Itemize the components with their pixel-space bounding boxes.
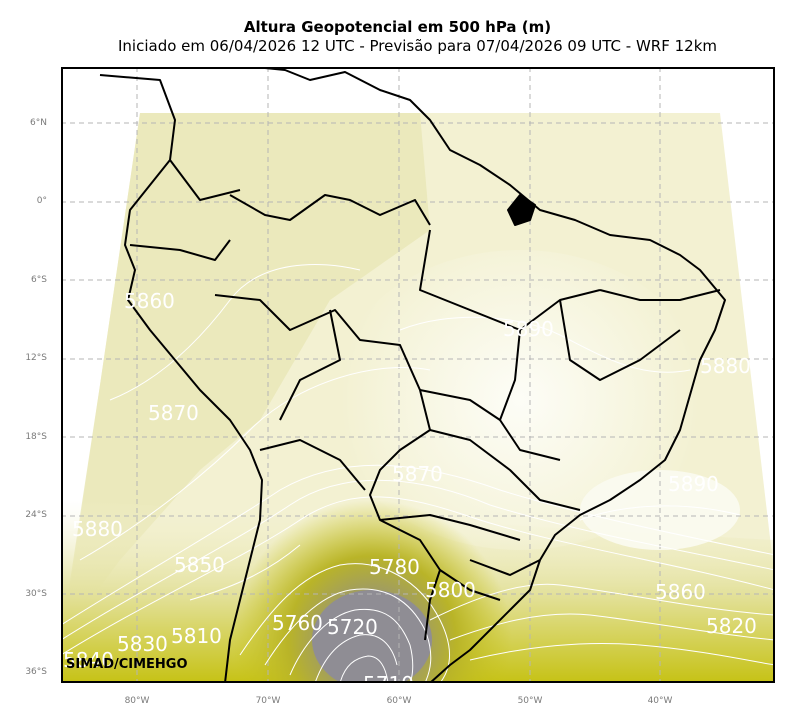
lat-label-6s: 6°S <box>31 275 47 285</box>
map-subtitle: Iniciado em 06/04/2026 12 UTC - Previsão… <box>117 37 718 55</box>
contour-labels: 5860 5870 5890 5880 5870 5890 5880 5850 … <box>63 289 757 683</box>
field-shading <box>63 113 773 681</box>
lon-label-50w: 50°W <box>517 696 543 706</box>
contour-label: 5810 <box>171 624 222 648</box>
contour-label: 5820 <box>706 614 757 638</box>
graticule <box>63 69 773 681</box>
contour-label: 5880 <box>72 517 123 541</box>
lat-label-18s: 18°S <box>25 432 47 442</box>
lat-label-36s: 36°S <box>25 667 47 677</box>
contour-label: 5880 <box>700 354 751 378</box>
lat-label-12s: 12°S <box>25 353 47 363</box>
contour-label: 5850 <box>174 553 225 577</box>
lat-label-30s: 30°S <box>25 589 47 599</box>
political-boundaries <box>99 69 726 681</box>
contour-label: 5870 <box>392 462 443 486</box>
contour-label: 5890 <box>503 317 554 341</box>
lat-label-24s: 24°S <box>25 510 47 520</box>
credit-label: SIMAD/CIMEHGO <box>66 657 188 672</box>
contour-label: 5780 <box>369 555 420 579</box>
lon-label-40w: 40°W <box>647 696 673 706</box>
contour-label: 5830 <box>117 632 168 656</box>
lat-label-6n: 6°N <box>30 118 47 128</box>
contour-label: 5800 <box>425 578 476 602</box>
map-title: Altura Geopotencial em 500 hPa (m) <box>243 18 552 36</box>
contour-label: 5870 <box>148 401 199 425</box>
contour-label: 5710 <box>363 672 414 683</box>
lon-label-80w: 80°W <box>124 696 150 706</box>
contour-lines <box>63 263 773 681</box>
contour-label: 5760 <box>272 611 323 635</box>
lon-label-60w: 60°W <box>386 696 412 706</box>
map-panel[interactable]: 5860 5870 5890 5880 5870 5890 5880 5850 … <box>61 67 775 683</box>
contour-label: 5720 <box>327 615 378 639</box>
lon-label-70w: 70°W <box>255 696 281 706</box>
contour-label: 5890 <box>668 472 719 496</box>
contour-label: 5840 <box>63 648 114 672</box>
lat-label-0: 0° <box>36 196 47 206</box>
geopotential-map: 5860 5870 5890 5880 5870 5890 5880 5850 … <box>63 69 773 683</box>
contour-label: 5860 <box>124 289 175 313</box>
contour-label: 5860 <box>655 580 706 604</box>
